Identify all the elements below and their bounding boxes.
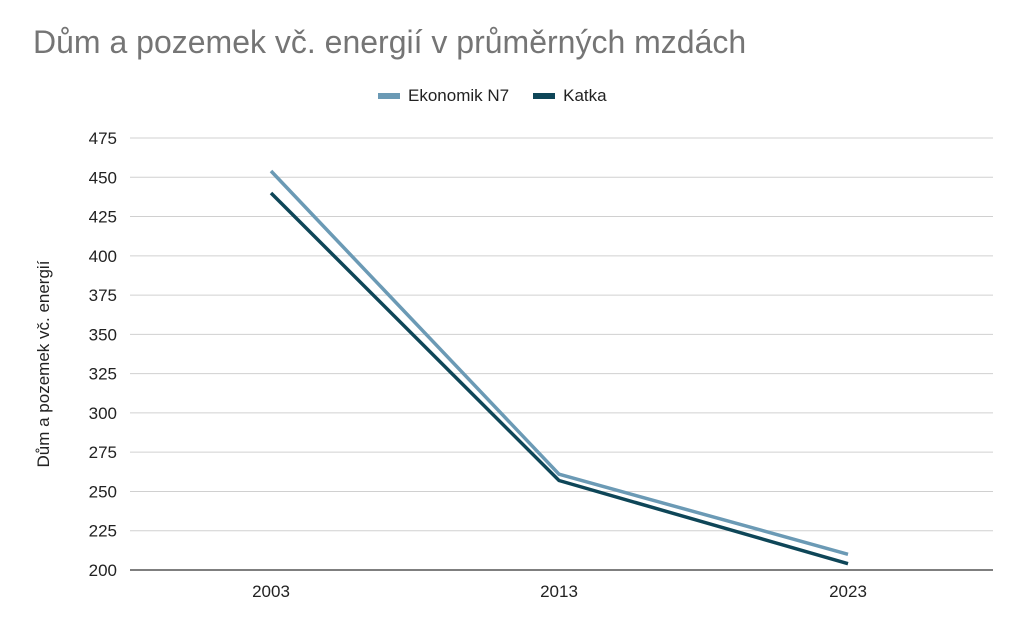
x-tick-label: 2003 xyxy=(252,582,290,601)
series-line-1 xyxy=(269,169,849,556)
y-tick-label: 250 xyxy=(89,482,117,501)
y-tick-label: 475 xyxy=(89,129,117,148)
y-tick-label: 200 xyxy=(89,561,117,580)
x-tick-label: 2013 xyxy=(540,582,578,601)
legend-item-series-1: Ekonomik N7 xyxy=(378,86,509,106)
y-tick-label: 300 xyxy=(89,404,117,423)
series-line-2 xyxy=(269,191,849,566)
chart-title: Dům a pozemek vč. energií v průměrných m… xyxy=(33,24,747,60)
legend: Ekonomik N7 Katka xyxy=(378,86,607,106)
y-tick-label: 375 xyxy=(89,286,117,305)
legend-label-series-2: Katka xyxy=(563,86,607,105)
legend-swatch-series-1 xyxy=(378,93,400,99)
y-tick-label: 350 xyxy=(89,325,117,344)
y-tick-label: 275 xyxy=(89,443,117,462)
y-tick-label: 400 xyxy=(89,247,117,266)
x-tick-label: 2023 xyxy=(829,582,867,601)
legend-label-series-1: Ekonomik N7 xyxy=(408,86,510,105)
legend-item-series-2: Katka xyxy=(533,86,607,106)
legend-swatch-series-2 xyxy=(533,93,556,99)
y-tick-label: 450 xyxy=(89,168,117,187)
y-tick-label: 425 xyxy=(89,208,117,227)
y-tick-label: 225 xyxy=(89,522,117,541)
y-tick-label: 325 xyxy=(89,365,117,384)
